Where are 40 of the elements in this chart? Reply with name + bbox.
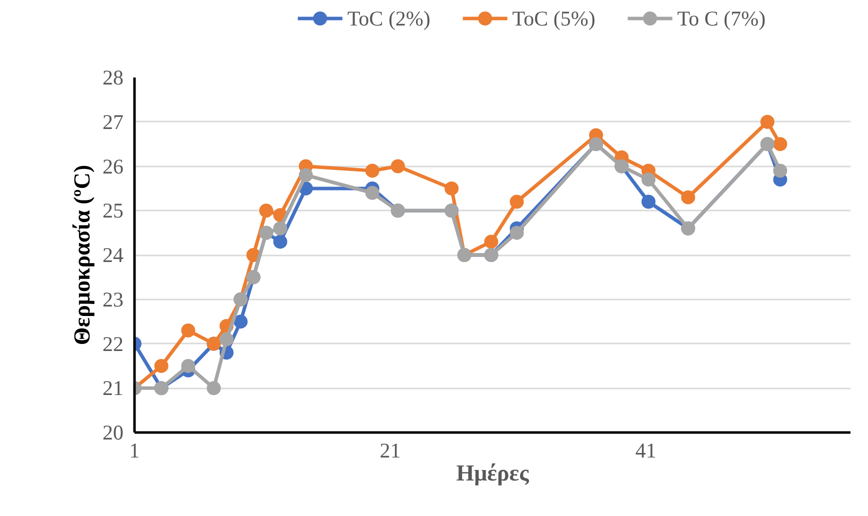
point [273, 221, 288, 236]
y-tick-label: 28 [102, 66, 124, 90]
y-tick-label: 20 [102, 420, 124, 444]
point [510, 194, 524, 209]
y-tick-label: 27 [102, 110, 124, 134]
point [206, 381, 221, 396]
y-tick-label: 21 [102, 376, 124, 400]
y-tick-label: 22 [102, 332, 124, 356]
point [365, 164, 380, 178]
x-tick-label: 1 [129, 438, 140, 462]
point [365, 186, 380, 200]
point [181, 358, 196, 373]
y-axis-title: Θερμοκρασία (ºC) [70, 164, 94, 346]
point [773, 137, 788, 152]
point [760, 114, 774, 129]
point [154, 358, 168, 373]
point [181, 323, 196, 338]
x-tick-label: 41 [635, 438, 656, 462]
point [259, 204, 274, 218]
x-axis-title: Ημέρες [456, 460, 530, 486]
point [773, 164, 788, 178]
point [273, 234, 288, 249]
legend-label: To C (7%) [677, 6, 766, 30]
y-tick-label: 24 [102, 243, 124, 267]
point [641, 172, 656, 187]
legend-label: ToC (5%) [512, 6, 596, 30]
y-tick-label: 26 [102, 154, 124, 178]
point [641, 194, 656, 209]
x-tick-label: 21 [380, 438, 401, 462]
y-tick-label: 23 [102, 287, 124, 312]
legend-label: ToC (2%) [347, 6, 430, 30]
point [234, 314, 248, 329]
point [298, 168, 313, 182]
point [484, 234, 498, 249]
y-tick-label: 25 [102, 198, 124, 223]
point [681, 190, 696, 204]
point [390, 159, 405, 174]
point [444, 181, 459, 196]
point [510, 226, 524, 240]
point [220, 332, 234, 346]
